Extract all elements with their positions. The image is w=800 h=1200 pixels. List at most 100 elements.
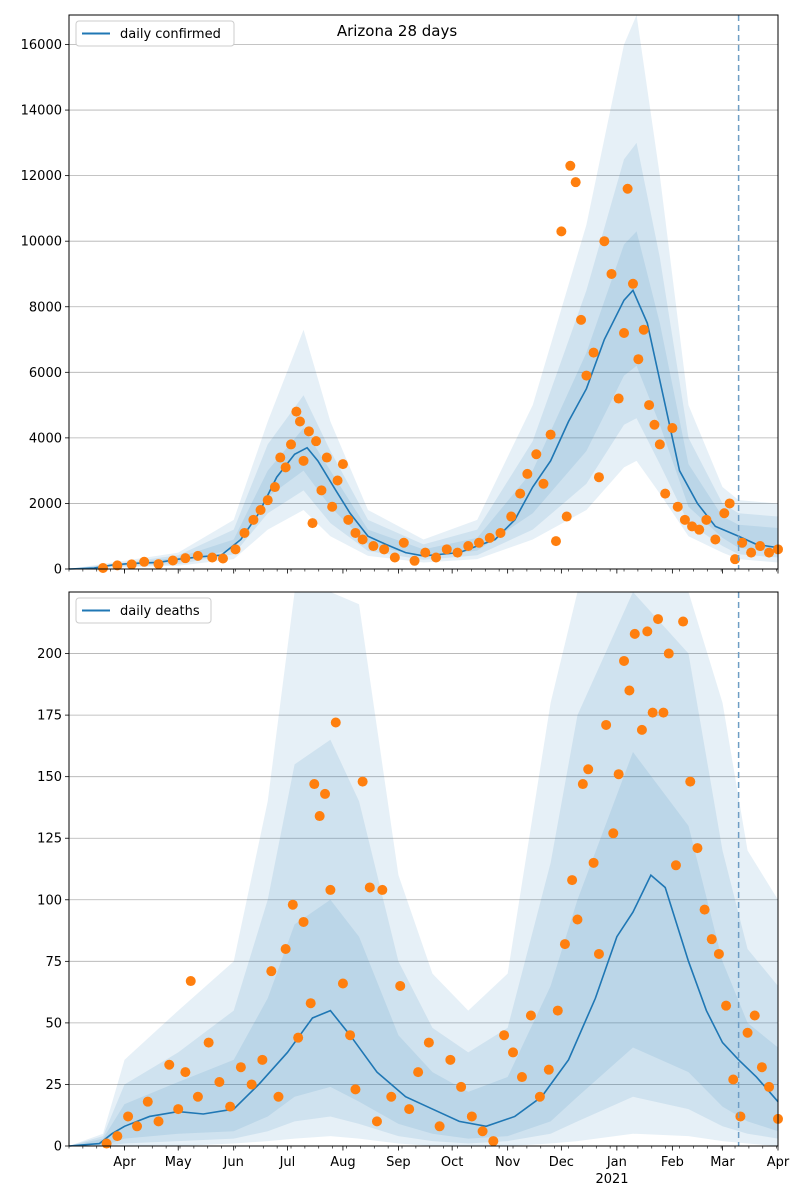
deaths-x-tick-label: May [165, 1155, 192, 1170]
confirmed-data-point [638, 324, 649, 335]
deaths-data-point [192, 1091, 203, 1102]
year-label: 2021 [595, 1172, 628, 1187]
deaths-data-point [577, 779, 588, 790]
deaths-data-point [583, 764, 594, 775]
confirmed-data-point [286, 439, 297, 450]
deaths-data-point [508, 1047, 519, 1058]
confirmed-y-tick-label: 6000 [29, 366, 62, 381]
confirmed-data-point [409, 555, 420, 566]
confirmed-data-point [269, 482, 280, 493]
confirmed-data-point [291, 406, 302, 417]
deaths-data-point [123, 1111, 134, 1122]
confirmed-data-point [217, 553, 228, 564]
confirmed-data-point [531, 449, 542, 460]
deaths-data-point [619, 655, 630, 666]
confirmed-data-point [112, 560, 123, 571]
confirmed-data-point [556, 226, 567, 237]
confirmed-data-point [737, 537, 748, 548]
deaths-x-tick-label: Apr [113, 1155, 136, 1170]
deaths-data-point [325, 884, 336, 895]
confirmed-data-point [207, 552, 218, 563]
deaths-data-point [314, 811, 325, 822]
confirmed-data-point [576, 314, 587, 325]
confirmed-data-point [255, 504, 266, 515]
deaths-data-point [180, 1067, 191, 1078]
deaths-data-point [434, 1121, 445, 1132]
deaths-data-point [423, 1037, 434, 1048]
deaths-y-tick-label: 100 [37, 893, 62, 908]
deaths-data-point [345, 1030, 356, 1041]
confirmed-data-point [746, 547, 757, 558]
confirmed-data-point [332, 475, 343, 486]
deaths-data-point [377, 884, 388, 895]
deaths-data-point [203, 1037, 214, 1048]
deaths-data-point [721, 1000, 732, 1011]
deaths-data-point [588, 857, 599, 868]
deaths-data-point [101, 1138, 112, 1149]
deaths-data-point [629, 628, 640, 639]
deaths-data-point [132, 1121, 143, 1132]
deaths-data-point [280, 944, 291, 955]
deaths-data-point [404, 1104, 415, 1115]
deaths-data-point [173, 1104, 184, 1115]
chart-title: Arizona 28 days [337, 22, 458, 40]
deaths-frame [68, 591, 779, 1147]
deaths-x-tick-label: Nov [495, 1155, 521, 1170]
confirmed-data-point [398, 537, 409, 548]
confirmed-data-point [275, 452, 286, 463]
confirmed-data-point [248, 514, 259, 525]
confirmed-data-point [98, 563, 109, 574]
confirmed-y-tick-label: 10000 [21, 235, 62, 250]
confirmed-legend: daily confirmed [75, 20, 235, 47]
deaths-line [68, 873, 779, 1147]
deaths-data-point [330, 717, 341, 728]
confirmed-data-point [262, 495, 273, 506]
confirmed-data-point [280, 462, 291, 473]
deaths-x-tick-label: Apr [767, 1155, 790, 1170]
deaths-data-point [499, 1030, 510, 1041]
deaths-data-point [559, 939, 570, 950]
confirmed-y-axis: 0 2000 4000 6000 8000 10000 12000 14000 16000 [21, 38, 69, 578]
deaths-data-point [273, 1091, 284, 1102]
deaths-y-tick-label: 75 [45, 955, 62, 970]
deaths-data-point [624, 685, 635, 696]
confirmed-data-point [545, 429, 556, 440]
confirmed-data-point [357, 534, 368, 545]
deaths-data-point [466, 1111, 477, 1122]
deaths-data-point [153, 1116, 164, 1127]
deaths-data-point [636, 724, 647, 735]
deaths-data-point [235, 1062, 246, 1073]
confirmed-data-point [230, 544, 241, 555]
confirmed-data-point [389, 552, 400, 563]
confirmed-data-point [474, 537, 485, 548]
confirmed-data-point [350, 527, 361, 538]
deaths-data-point [663, 648, 674, 659]
deaths-x-tick-label: Feb [661, 1155, 684, 1170]
deaths-legend: daily deaths [75, 597, 212, 624]
confirmed-band-1 [69, 142, 778, 569]
deaths-bands [69, 592, 778, 1146]
confirmed-data-point [619, 327, 630, 338]
deaths-data-point [357, 776, 368, 787]
deaths-x-tick-label: Jul [279, 1155, 296, 1170]
deaths-data-point [386, 1091, 397, 1102]
confirmed-data-point [730, 554, 741, 565]
deaths-data-point [756, 1062, 767, 1073]
deaths-data-point [642, 626, 653, 637]
confirmed-data-point [484, 532, 495, 543]
confirmed-data-point [463, 541, 474, 552]
confirmed-y-tick-label: 16000 [21, 38, 62, 53]
confirmed-data-point [581, 370, 592, 381]
deaths-data-point [142, 1096, 153, 1107]
deaths-x-tick-label: Jun [223, 1155, 244, 1170]
confirmed-frame [68, 14, 779, 570]
deaths-legend-label: daily deaths [120, 604, 200, 619]
deaths-data-point [534, 1091, 545, 1102]
deaths-data-point [214, 1076, 225, 1087]
deaths-data-point [735, 1111, 746, 1122]
deaths-data-point [678, 616, 689, 627]
confirmed-data-point [719, 508, 730, 519]
confirmed-data-point [613, 393, 624, 404]
confirmed-data-point [126, 559, 137, 570]
